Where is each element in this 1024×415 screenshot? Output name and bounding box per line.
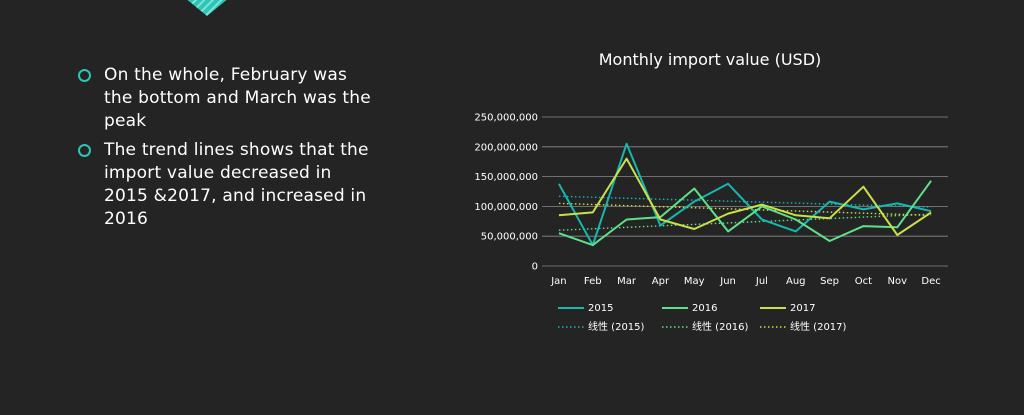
legend-label: 线性 (2015) — [588, 320, 645, 333]
y-tick-label: 50,000,000 — [481, 232, 538, 243]
bullet-list: On the whole, February was the bottom an… — [76, 64, 376, 237]
bullet-text: The trend lines shows that the import va… — [104, 140, 369, 229]
bullet-circle-icon — [78, 69, 91, 82]
x-tick-label: Jul — [755, 276, 768, 287]
series-line — [558, 142, 932, 247]
x-tick-label: Jun — [719, 276, 736, 287]
series-line — [558, 180, 932, 247]
series-line — [558, 157, 932, 236]
x-tick-label: May — [684, 276, 705, 287]
y-tick-label: 0 — [532, 262, 538, 273]
chart-title: Monthly import value (USD) — [598, 50, 822, 69]
bullet-text: On the whole, February was the bottom an… — [104, 65, 371, 131]
bullet-item: The trend lines shows that the import va… — [76, 139, 376, 231]
legend-label: 2015 — [588, 303, 613, 314]
legend-label: 2016 — [692, 303, 717, 314]
x-tick-label: Jan — [550, 276, 566, 287]
y-tick-label: 250,000,000 — [474, 113, 538, 124]
y-tick-label: 100,000,000 — [474, 202, 538, 213]
line-chart: Monthly import value (USD) 0 50,000,000 10… — [440, 40, 980, 350]
x-tick-label: Sep — [820, 276, 839, 287]
x-tick-label: Feb — [584, 276, 602, 287]
x-tick-label: Dec — [921, 276, 940, 287]
x-tick-label: Aug — [786, 276, 806, 287]
legend-label: 线性 (2017) — [790, 320, 847, 333]
bullet-circle-icon — [78, 144, 91, 157]
x-tick-label: Mar — [617, 276, 637, 287]
legend-label: 2017 — [790, 303, 815, 314]
x-tick-label: Apr — [652, 276, 670, 287]
x-tick-label: Oct — [855, 276, 872, 287]
y-tick-label: 150,000,000 — [474, 172, 538, 183]
decorative-chevron-shape — [187, 0, 227, 16]
x-tick-label: Nov — [887, 276, 907, 287]
chart-canvas: 0 50,000,000 100,000,000 150,000,000 200,000… — [474, 113, 948, 333]
legend-label: 线性 (2016) — [692, 320, 749, 333]
bullet-item: On the whole, February was the bottom an… — [76, 64, 376, 133]
y-tick-label: 200,000,000 — [474, 142, 538, 153]
